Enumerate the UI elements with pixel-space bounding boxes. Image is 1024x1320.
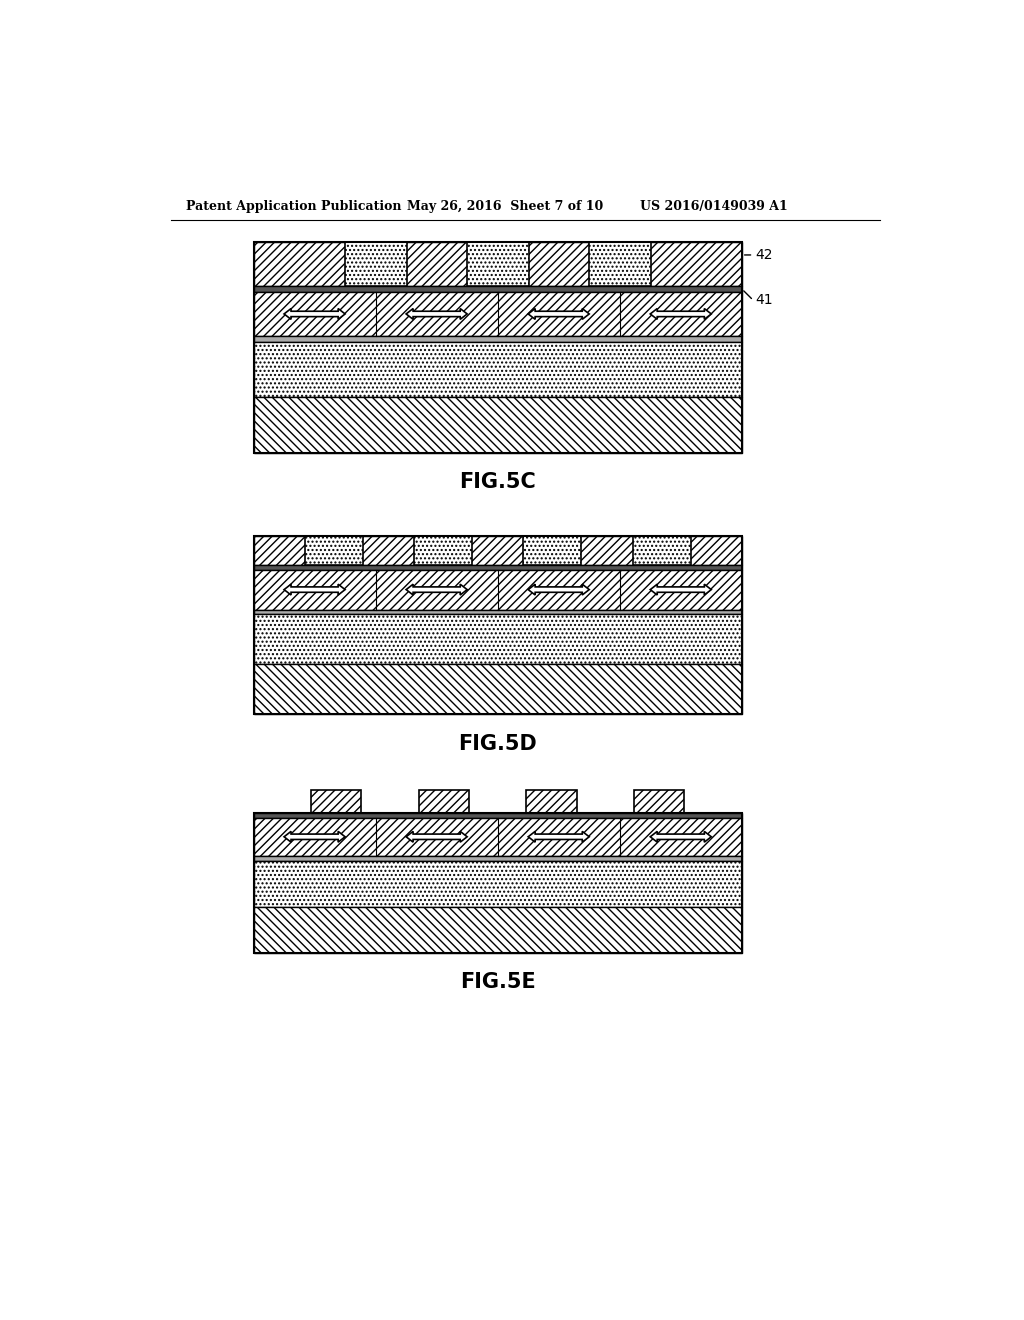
Polygon shape [284, 585, 345, 595]
Text: FIG.5E: FIG.5E [460, 973, 536, 993]
Bar [254, 242, 741, 453]
Polygon shape [528, 309, 589, 319]
Text: US 2016/0149039 A1: US 2016/0149039 A1 [640, 199, 787, 213]
Bar [414, 536, 472, 565]
Text: 42: 42 [756, 248, 773, 261]
Bar [523, 536, 582, 565]
Bar [254, 861, 741, 907]
Polygon shape [528, 585, 589, 595]
Bar [419, 789, 469, 813]
Text: FIG.5C: FIG.5C [460, 471, 536, 492]
Bar [589, 242, 650, 286]
Polygon shape [528, 832, 589, 842]
Bar [526, 789, 577, 813]
Bar [254, 610, 741, 614]
Bar [311, 789, 361, 813]
Bar [254, 242, 741, 286]
Text: 41: 41 [756, 293, 773, 308]
Polygon shape [407, 585, 467, 595]
Bar [254, 397, 741, 453]
Polygon shape [407, 832, 467, 842]
Bar [254, 286, 741, 292]
Bar [254, 536, 741, 714]
Bar [254, 907, 741, 953]
Bar [467, 242, 528, 286]
Polygon shape [407, 309, 467, 319]
Bar [254, 664, 741, 714]
Bar [254, 817, 741, 855]
Polygon shape [650, 832, 712, 842]
Bar [254, 342, 741, 397]
Bar [254, 536, 741, 565]
Bar [254, 813, 741, 817]
Bar [254, 337, 741, 342]
Bar [254, 570, 741, 610]
Text: FIG.5D: FIG.5D [459, 734, 537, 754]
Bar [254, 565, 741, 570]
Bar [345, 242, 407, 286]
Bar [634, 789, 684, 813]
Text: May 26, 2016  Sheet 7 of 10: May 26, 2016 Sheet 7 of 10 [407, 199, 603, 213]
Bar [254, 855, 741, 861]
Text: Patent Application Publication: Patent Application Publication [186, 199, 401, 213]
Bar [254, 292, 741, 337]
Polygon shape [650, 309, 712, 319]
Bar [254, 614, 741, 664]
Bar [254, 813, 741, 953]
Polygon shape [284, 309, 345, 319]
Bar [633, 536, 690, 565]
Bar [305, 536, 362, 565]
Polygon shape [650, 585, 712, 595]
Polygon shape [284, 832, 345, 842]
